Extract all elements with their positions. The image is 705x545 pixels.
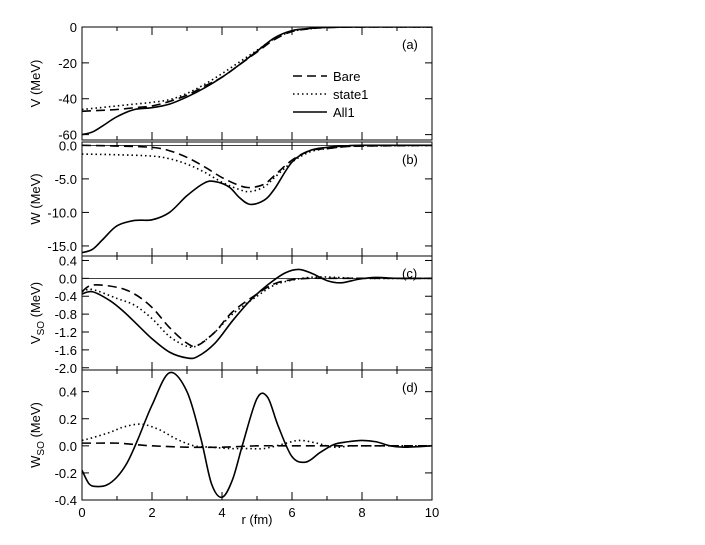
x-tick-label: 6	[288, 505, 295, 520]
panel-tag: (d)	[402, 380, 418, 395]
y-tick-label: -1.6	[55, 343, 77, 358]
x-tick-label: 2	[148, 505, 155, 520]
y-tick-label: -2.0	[55, 361, 77, 376]
y-axis-label-unit: (MeV)	[28, 402, 43, 441]
legend-label-bare: Bare	[333, 69, 360, 84]
y-tick-label: 0.0	[59, 439, 77, 454]
series-state1	[82, 144, 432, 193]
y-tick-label: -5.0	[55, 172, 77, 187]
panels: 0 -20 -40 -60 (a) V (MeV) 0.0 -5.0 -10.0 -15.0 (b)…	[28, 20, 439, 520]
series-state1	[82, 276, 432, 349]
legend-label-all1: All1	[333, 105, 355, 120]
y-tick-label: -0.4	[55, 493, 77, 508]
y-tick-label: 0.0	[59, 138, 77, 153]
y-axis-label-sub: SO	[36, 321, 47, 336]
x-tick-label: 10	[425, 505, 439, 520]
y-tick-label: -10.0	[47, 205, 77, 220]
legend-label-state1: state1	[333, 87, 368, 102]
series-all1	[82, 371, 432, 499]
series-state1	[82, 27, 432, 111]
panel-a: 0 -20 -40 -60 (a) V (MeV)	[28, 20, 433, 143]
panel-d: 0.4 0.2 0.0 -0.2 -0.4 (d) WSO (MeV)	[28, 369, 433, 508]
plot-frame	[81, 26, 433, 141]
x-axis-label: r (fm)	[241, 512, 272, 527]
series-bare	[82, 144, 432, 189]
y-axis-label-sub: SO	[36, 441, 47, 456]
y-axis-label-unit: (MeV)	[28, 282, 43, 321]
panel-tag: (a)	[402, 37, 418, 52]
y-tick-label: -0.8	[55, 307, 77, 322]
y-axis-label-main: W	[28, 455, 43, 468]
y-tick-label: -0.4	[55, 289, 77, 304]
y-axis-label: WSO (MeV)	[28, 402, 47, 468]
legend: Bare state1 All1	[293, 69, 368, 120]
panel-tag: (b)	[402, 152, 418, 167]
y-tick-label: 0.2	[59, 412, 77, 427]
y-tick-label: 0.4	[59, 385, 77, 400]
plot-frame	[81, 141, 433, 257]
y-axis-label: VSO (MeV)	[28, 282, 47, 344]
panel-c: 0.4 0.0 -0.4 -0.8 -1.2 -1.6 -2.0 (c) VSO (MeV)	[28, 253, 433, 376]
y-axis-label-main: V	[28, 335, 43, 344]
series-all1	[82, 27, 432, 136]
x-tick-label: 0	[78, 505, 85, 520]
series-bare	[82, 27, 432, 113]
series-all1	[82, 268, 432, 360]
y-axis-label: W (MeV)	[28, 173, 43, 224]
y-tick-label: -1.2	[55, 325, 77, 340]
x-tick-label: 4	[218, 505, 225, 520]
y-tick-label: 0	[70, 20, 77, 35]
y-tick-label: 0.4	[59, 253, 77, 268]
y-tick-label: -40	[58, 92, 77, 107]
series-all1	[82, 144, 432, 254]
y-tick-label: -0.2	[55, 466, 77, 481]
y-tick-label: -60	[58, 128, 77, 143]
plot-frame	[81, 369, 433, 501]
x-tick-label: 8	[358, 505, 365, 520]
panel-b: 0.0 -5.0 -10.0 -15.0 (b) W (MeV)	[28, 138, 433, 257]
series-bare	[82, 277, 432, 348]
panel-tag: (c)	[402, 266, 417, 281]
y-axis-label: V (MeV)	[28, 60, 43, 108]
y-tick-label: -15.0	[47, 239, 77, 254]
plot-frame	[81, 255, 433, 371]
y-tick-label: 0.0	[59, 271, 77, 286]
series-bare	[82, 442, 432, 449]
y-tick-label: -20	[58, 56, 77, 71]
series-state1	[82, 423, 432, 450]
